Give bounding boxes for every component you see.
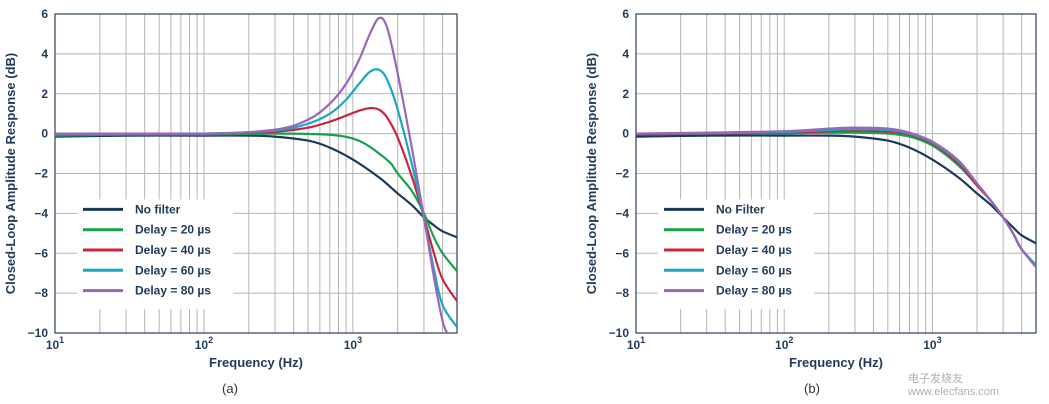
x-tick-label: 101 <box>627 335 645 352</box>
legend: No filter Delay = 20 µs Delay = 40 µs Delay… <box>77 199 233 309</box>
x-tick-label: 101 <box>46 335 64 352</box>
plot-frame <box>54 13 458 334</box>
panel-caption: (b) <box>804 381 820 396</box>
y-tick-label: −4 <box>615 206 629 220</box>
y-tick-label: −8 <box>34 286 48 300</box>
y-axis-label: Closed-Loop Amplitude Response (dB) <box>584 53 599 294</box>
y-tick-label: 0 <box>41 127 48 141</box>
y-tick-label: −6 <box>34 246 48 260</box>
y-tick-label: −10 <box>609 326 630 340</box>
x-tick-label: 102 <box>775 335 793 352</box>
y-tick-label: −2 <box>34 167 48 181</box>
y-tick-label: 0 <box>622 127 629 141</box>
plot-frame <box>635 13 1037 334</box>
y-tick-label: −8 <box>615 286 629 300</box>
y-tick-label: −2 <box>615 167 629 181</box>
legend-label: No filter <box>135 202 181 216</box>
y-tick-label: 2 <box>41 87 48 101</box>
legend-label: Delay = 20 µs <box>716 223 792 237</box>
y-tick-label: 4 <box>41 47 48 61</box>
x-axis-label: Frequency (Hz) <box>209 355 303 370</box>
grid <box>54 13 458 334</box>
y-tick-label: −10 <box>28 326 49 340</box>
y-tick-label: 6 <box>41 7 48 21</box>
y-axis-label: Closed-Loop Amplitude Response (dB) <box>3 53 18 294</box>
legend-label: Delay = 20 µs <box>135 223 211 237</box>
legend-label: Delay = 60 µs <box>135 263 211 277</box>
series-lines <box>55 16 457 333</box>
y-tick-label: −4 <box>34 206 48 220</box>
y-tick-label: 6 <box>622 7 629 21</box>
x-tick-label: 102 <box>195 335 213 352</box>
legend-label: No Filter <box>716 202 765 216</box>
series-lines <box>636 126 1036 268</box>
series-line-delay-80-s <box>55 16 449 333</box>
legend-label: Delay = 80 µs <box>716 284 792 298</box>
legend-label: Delay = 80 µs <box>135 284 211 298</box>
x-axis-label: Frequency (Hz) <box>789 355 883 370</box>
legend-label: Delay = 60 µs <box>716 263 792 277</box>
legend-label: Delay = 40 µs <box>716 243 792 257</box>
legend-label: Delay = 40 µs <box>135 243 211 257</box>
y-tick-label: −6 <box>615 246 629 260</box>
watermark-text: 电子发烧友 www.elecfans.com <box>908 373 1000 398</box>
x-tick-label: 103 <box>344 335 362 352</box>
y-tick-label: 4 <box>622 47 629 61</box>
series-line-no-filter <box>636 134 1036 245</box>
x-tick-label: 103 <box>923 335 941 352</box>
legend: No Filter Delay = 20 µs Delay = 40 µs Delay… <box>658 199 814 309</box>
panel-caption: (a) <box>222 381 238 396</box>
series-line-delay-80-s <box>636 126 1036 268</box>
y-tick-label: 2 <box>622 87 629 101</box>
